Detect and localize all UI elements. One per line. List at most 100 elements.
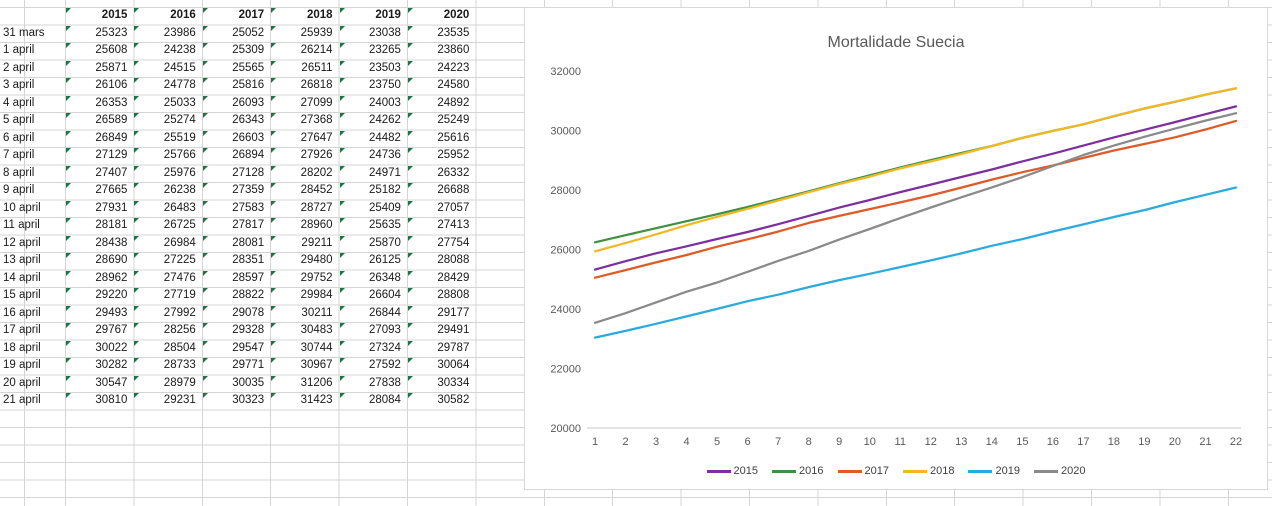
- spreadsheet-cell[interactable]: 25052: [202, 25, 270, 43]
- spreadsheet-cell[interactable]: 23750: [339, 77, 407, 95]
- spreadsheet-cell[interactable]: 28438: [65, 235, 133, 253]
- spreadsheet-cell[interactable]: 26818: [270, 77, 338, 95]
- row-label-cell[interactable]: 1 april: [3, 44, 35, 56]
- spreadsheet-cell[interactable]: 28962: [65, 270, 133, 288]
- spreadsheet-cell[interactable]: 28504: [133, 340, 201, 358]
- spreadsheet-cell[interactable]: 28690: [65, 252, 133, 270]
- spreadsheet-cell[interactable]: 25635: [339, 217, 407, 235]
- spreadsheet-cell[interactable]: 25952: [407, 147, 475, 165]
- year-header-cell[interactable]: 2020: [407, 7, 475, 25]
- spreadsheet-cell[interactable]: 25409: [339, 200, 407, 218]
- spreadsheet-cell[interactable]: 28181: [65, 217, 133, 235]
- spreadsheet-cell[interactable]: 26093: [202, 95, 270, 113]
- spreadsheet-cell[interactable]: 29328: [202, 322, 270, 340]
- spreadsheet-cell[interactable]: 26332: [407, 165, 475, 183]
- row-label-cell[interactable]: 21 april: [3, 394, 41, 406]
- spreadsheet-cell[interactable]: 26106: [65, 77, 133, 95]
- corner-empty-cell[interactable]: [0, 7, 65, 25]
- spreadsheet-cell[interactable]: 28727: [270, 200, 338, 218]
- spreadsheet-cell[interactable]: 27647: [270, 130, 338, 148]
- spreadsheet-cell[interactable]: 26844: [339, 305, 407, 323]
- spreadsheet-cell[interactable]: 26589: [65, 112, 133, 130]
- spreadsheet-cell[interactable]: 27476: [133, 270, 201, 288]
- spreadsheet-cell[interactable]: 31206: [270, 375, 338, 393]
- spreadsheet-cell[interactable]: 29771: [202, 357, 270, 375]
- spreadsheet-cell[interactable]: 28256: [133, 322, 201, 340]
- row-label-cell[interactable]: 14 april: [3, 271, 41, 284]
- spreadsheet-cell[interactable]: 26125: [339, 252, 407, 270]
- spreadsheet-cell[interactable]: 24003: [339, 95, 407, 113]
- spreadsheet-cell[interactable]: 28960: [270, 217, 338, 235]
- spreadsheet-cell[interactable]: 30483: [270, 322, 338, 340]
- spreadsheet-cell[interactable]: 29078: [202, 305, 270, 323]
- spreadsheet-cell[interactable]: 25309: [202, 42, 270, 60]
- spreadsheet-cell[interactable]: 28733: [133, 357, 201, 375]
- spreadsheet-cell[interactable]: 29491: [407, 322, 475, 340]
- spreadsheet-cell[interactable]: 28822: [202, 287, 270, 305]
- spreadsheet-cell[interactable]: 24238: [133, 42, 201, 60]
- spreadsheet-cell[interactable]: 28597: [202, 270, 270, 288]
- spreadsheet-cell[interactable]: 26603: [202, 130, 270, 148]
- spreadsheet-cell[interactable]: 24778: [133, 77, 201, 95]
- spreadsheet-cell[interactable]: 28808: [407, 287, 475, 305]
- spreadsheet-cell[interactable]: 29547: [202, 340, 270, 358]
- spreadsheet-cell[interactable]: 30323: [202, 392, 270, 410]
- spreadsheet-cell[interactable]: 27128: [202, 165, 270, 183]
- spreadsheet-cell[interactable]: 30282: [65, 357, 133, 375]
- spreadsheet-cell[interactable]: 24971: [339, 165, 407, 183]
- spreadsheet-cell[interactable]: 26725: [133, 217, 201, 235]
- spreadsheet-cell[interactable]: 29752: [270, 270, 338, 288]
- spreadsheet-cell[interactable]: 27754: [407, 235, 475, 253]
- spreadsheet-cell[interactable]: 25565: [202, 60, 270, 78]
- spreadsheet-cell[interactable]: 29787: [407, 340, 475, 358]
- spreadsheet-cell[interactable]: 26849: [65, 130, 133, 148]
- spreadsheet-cell[interactable]: 25182: [339, 182, 407, 200]
- spreadsheet-cell[interactable]: 27992: [133, 305, 201, 323]
- spreadsheet-cell[interactable]: 26214: [270, 42, 338, 60]
- row-label-cell[interactable]: 13 april: [3, 254, 41, 266]
- spreadsheet-cell[interactable]: 27719: [133, 287, 201, 305]
- spreadsheet-cell[interactable]: 27665: [65, 182, 133, 200]
- spreadsheet-cell[interactable]: 27368: [270, 112, 338, 130]
- spreadsheet-cell[interactable]: 25766: [133, 147, 201, 165]
- row-label-cell[interactable]: 19 april: [3, 359, 41, 371]
- spreadsheet-cell[interactable]: 25816: [202, 77, 270, 95]
- spreadsheet-cell[interactable]: 25616: [407, 130, 475, 148]
- year-header-cell[interactable]: 2018: [270, 7, 338, 25]
- spreadsheet-cell[interactable]: 28081: [202, 235, 270, 253]
- spreadsheet-cell[interactable]: 29211: [270, 235, 338, 253]
- row-label-cell[interactable]: 9 april: [3, 184, 35, 196]
- spreadsheet-cell[interactable]: 23986: [133, 25, 201, 43]
- spreadsheet-cell[interactable]: 25249: [407, 112, 475, 130]
- row-label-cell[interactable]: 7 april: [3, 149, 35, 161]
- spreadsheet-cell[interactable]: 29177: [407, 305, 475, 323]
- spreadsheet-cell[interactable]: 26688: [407, 182, 475, 200]
- spreadsheet-cell[interactable]: 25870: [339, 235, 407, 253]
- spreadsheet-cell[interactable]: 27413: [407, 217, 475, 235]
- spreadsheet-cell[interactable]: 28088: [407, 252, 475, 270]
- spreadsheet-cell[interactable]: 30035: [202, 375, 270, 393]
- spreadsheet-cell[interactable]: 27931: [65, 200, 133, 218]
- spreadsheet-cell[interactable]: 25608: [65, 42, 133, 60]
- spreadsheet-cell[interactable]: 25274: [133, 112, 201, 130]
- row-label-cell[interactable]: 16 april: [3, 306, 41, 319]
- spreadsheet-cell[interactable]: 28084: [339, 392, 407, 410]
- spreadsheet-cell[interactable]: 26984: [133, 235, 201, 253]
- spreadsheet-cell[interactable]: 25976: [133, 165, 201, 183]
- spreadsheet-cell[interactable]: 28979: [133, 375, 201, 393]
- spreadsheet-cell[interactable]: 25871: [65, 60, 133, 78]
- spreadsheet-cell[interactable]: 27359: [202, 182, 270, 200]
- row-label-cell[interactable]: 10 april: [3, 201, 41, 214]
- row-label-cell[interactable]: 5 april: [3, 114, 35, 126]
- chart[interactable]: 20000 22000 24000 26000 28000 30000 32000 1 2 3 4 5…: [524, 7, 1268, 490]
- spreadsheet-cell[interactable]: 23265: [339, 42, 407, 60]
- spreadsheet-cell[interactable]: 30022: [65, 340, 133, 358]
- row-label-cell[interactable]: 11 april: [3, 219, 40, 231]
- spreadsheet-cell[interactable]: 27093: [339, 322, 407, 340]
- spreadsheet-cell[interactable]: 24482: [339, 130, 407, 148]
- spreadsheet-cell[interactable]: 24892: [407, 95, 475, 113]
- spreadsheet-cell[interactable]: 24515: [133, 60, 201, 78]
- spreadsheet-cell[interactable]: 30064: [407, 357, 475, 375]
- spreadsheet-cell[interactable]: 29767: [65, 322, 133, 340]
- row-label-cell[interactable]: 20 april: [3, 376, 41, 389]
